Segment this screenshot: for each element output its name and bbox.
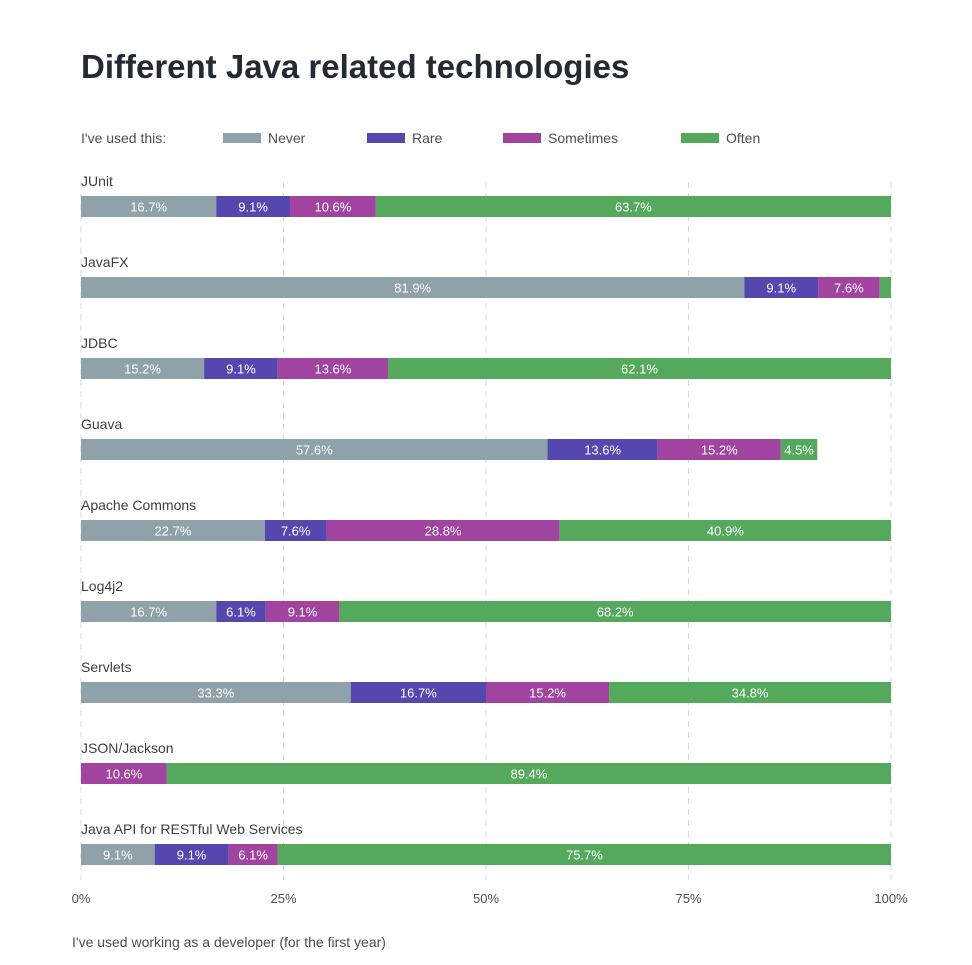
legend-label-often: Often [726, 130, 761, 146]
legend-label-never: Never [268, 130, 306, 146]
data-label: 6.1% [238, 848, 268, 863]
data-label: 34.8% [732, 686, 769, 701]
bar-segment-jdbc-never [81, 358, 205, 379]
data-label: 33.3% [197, 686, 234, 701]
bar-segment-java-api-for-restful-web-services-often [277, 844, 892, 865]
data-label: 13.6% [584, 443, 621, 458]
bar-segment-servlets-rare [350, 682, 486, 703]
x-tick-label: 0% [72, 891, 91, 906]
bar-segment-guava-never [81, 439, 548, 460]
category-label-jdbc: JDBC [81, 335, 118, 351]
bar-segment-json-jackson-sometimes [81, 763, 167, 784]
bar-segment-jdbc-often [387, 358, 891, 379]
x-tick-label: 100% [874, 891, 908, 906]
bar-segment-servlets-never [81, 682, 351, 703]
data-label: 9.1% [103, 848, 133, 863]
bar-segment-servlets-sometimes [486, 682, 610, 703]
bar-segment-apache-commons-never [81, 520, 265, 541]
data-label: 9.1% [177, 848, 207, 863]
data-label: 40.9% [707, 524, 744, 539]
bar-segment-guava-rare [547, 439, 658, 460]
data-label: 81.9% [394, 281, 431, 296]
data-label: 7.6% [834, 281, 864, 296]
data-label: 16.7% [130, 605, 167, 620]
bar-segment-log4j2-often [339, 601, 891, 622]
bar-segment-junit-never [81, 196, 217, 217]
x-tick-label: 50% [473, 891, 499, 906]
legend-swatch-sometimes [503, 133, 541, 144]
legend-item-never: Never [223, 130, 305, 146]
data-label: 89.4% [510, 767, 547, 782]
bar-segment-apache-commons-sometimes [326, 520, 560, 541]
data-label: 15.2% [124, 362, 161, 377]
bar-segment-javafx-never [81, 277, 745, 298]
x-tick-label: 25% [270, 891, 296, 906]
bar-segment-junit-often [375, 196, 892, 217]
category-label-apache-commons: Apache Commons [81, 497, 196, 513]
bar-segment-java-api-for-restful-web-services-rare [154, 844, 229, 865]
data-label: 68.2% [597, 605, 634, 620]
category-label-log4j2: Log4j2 [81, 578, 123, 594]
data-label: 15.2% [701, 443, 738, 458]
data-label: 9.1% [226, 362, 256, 377]
legend-swatch-rare [367, 133, 405, 144]
bar-segment-junit-rare [216, 196, 290, 217]
data-label: 62.1% [621, 362, 658, 377]
data-label: 9.1% [238, 200, 268, 215]
bar-segment-javafx-sometimes [818, 277, 880, 298]
x-tick-label: 75% [675, 891, 701, 906]
category-label-junit: JUnit [81, 173, 113, 189]
data-label: 10.6% [314, 200, 351, 215]
legend-item-often: Often [681, 130, 760, 146]
data-label: 10.6% [105, 767, 142, 782]
data-label: 15.2% [529, 686, 566, 701]
data-label: 6.1% [226, 605, 256, 620]
bar-segment-javafx-rare [744, 277, 819, 298]
bar-segment-junit-sometimes [289, 196, 376, 217]
bar-segment-java-api-for-restful-web-services-never [81, 844, 155, 865]
data-label: 9.1% [288, 605, 318, 620]
bar-segment-apache-commons-rare [264, 520, 327, 541]
data-label: 4.5% [784, 443, 814, 458]
bar-segment-apache-commons-often [559, 520, 891, 541]
data-label: 16.7% [400, 686, 437, 701]
legend-label-sometimes: Sometimes [548, 130, 619, 146]
legend-label-rare: Rare [412, 130, 443, 146]
category-label-servlets: Servlets [81, 659, 132, 675]
category-label-json-jackson: JSON/Jackson [81, 740, 174, 756]
legend-swatch-often [681, 133, 719, 144]
legend-item-sometimes: Sometimes [503, 130, 618, 146]
chart-title: Different Java related technologies [81, 48, 630, 85]
bar-segment-javafx-often [879, 277, 891, 298]
bar-segment-log4j2-never [81, 601, 217, 622]
category-label-guava: Guava [81, 416, 122, 432]
bar-segment-json-jackson-often [166, 763, 892, 784]
chart-footnote: I've used working as a developer (for th… [72, 934, 386, 950]
bar-segment-java-api-for-restful-web-services-sometimes [228, 844, 278, 865]
legend-swatch-never [223, 133, 261, 144]
data-label: 75.7% [566, 848, 603, 863]
data-label: 22.7% [154, 524, 191, 539]
bar-segment-jdbc-rare [204, 358, 278, 379]
legend-item-rare: Rare [367, 130, 442, 146]
data-label: 13.6% [314, 362, 351, 377]
bar-segment-log4j2-rare [216, 601, 266, 622]
category-label-java-api-for-restful-web-services: Java API for RESTful Web Services [81, 821, 303, 837]
bar-segment-guava-often [780, 439, 818, 460]
legend-prefix: I've used this: [81, 130, 167, 146]
data-label: 7.6% [281, 524, 311, 539]
category-label-javafx: JavaFX [81, 254, 129, 270]
data-label: 57.6% [296, 443, 333, 458]
data-label: 16.7% [130, 200, 167, 215]
bar-segment-jdbc-sometimes [277, 358, 388, 379]
bar-segment-guava-sometimes [657, 439, 781, 460]
data-label: 9.1% [766, 281, 796, 296]
bar-segment-log4j2-sometimes [265, 601, 340, 622]
data-label: 28.8% [425, 524, 462, 539]
bar-segment-servlets-often [609, 682, 891, 703]
data-label: 63.7% [615, 200, 652, 215]
